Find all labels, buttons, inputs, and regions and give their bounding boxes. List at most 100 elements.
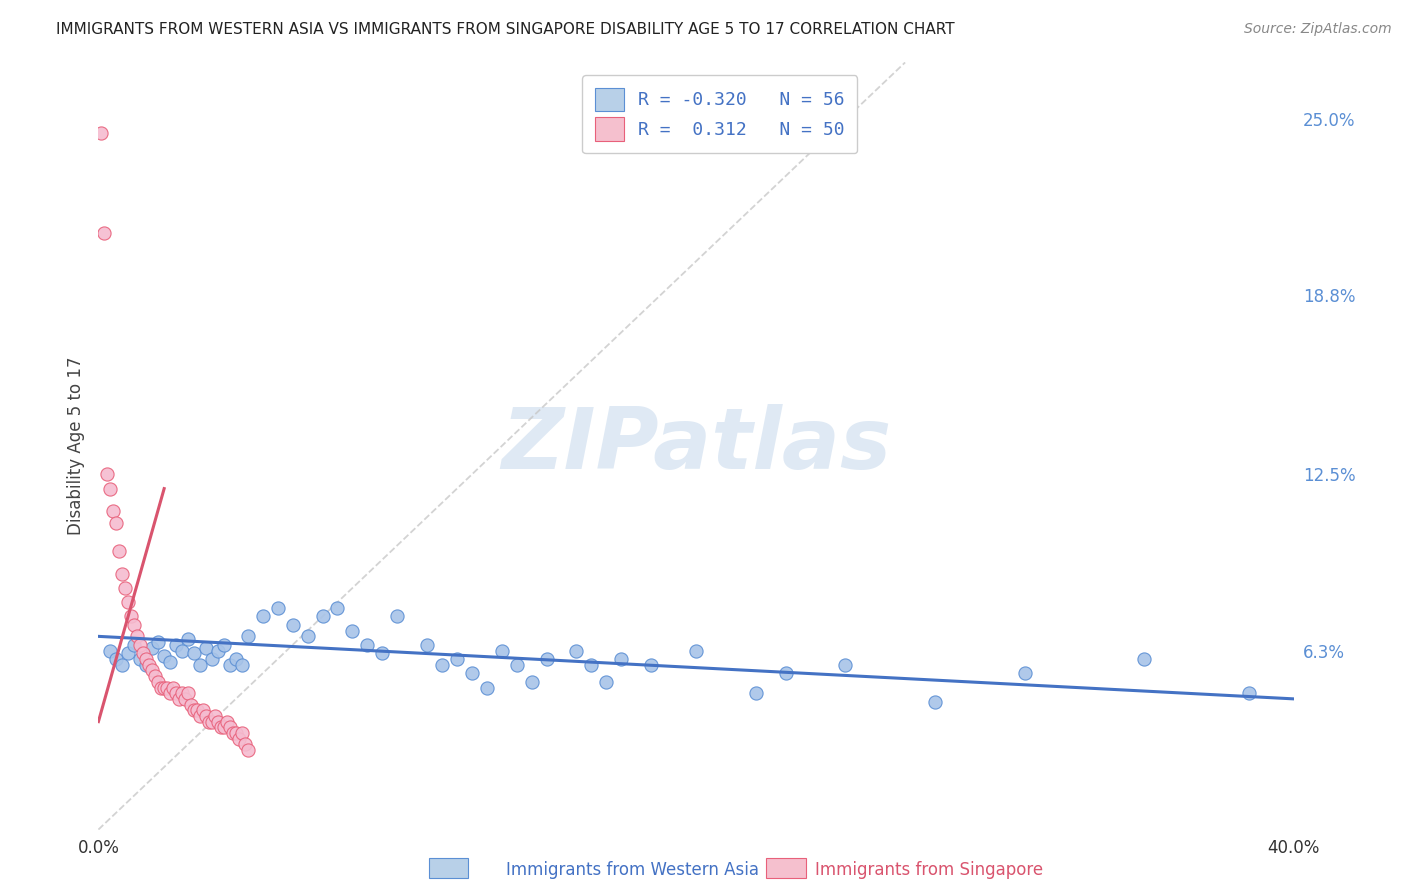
Point [212,638,235,652]
Point [108,544,131,558]
Point [129,652,152,666]
Point [745,686,768,700]
Point [685,643,707,657]
Point [117,595,139,609]
Point [236,743,259,757]
Y-axis label: Disability Age 5 to 17: Disability Age 5 to 17 [66,357,84,535]
Point [281,618,304,632]
Point [148,635,170,649]
Point [153,681,176,695]
Point [114,581,136,595]
Point [204,709,226,723]
Point [124,638,146,652]
Point [105,516,128,530]
Point [536,652,558,666]
Point [172,686,194,700]
Point [267,601,290,615]
Point [141,640,163,655]
Point [120,609,142,624]
Point [924,695,946,709]
Point [167,691,190,706]
Point [138,657,160,672]
Point [207,714,229,729]
Point [159,655,181,669]
Text: ZIPatlas: ZIPatlas [501,404,891,488]
Point [124,618,146,632]
Point [198,714,221,729]
Point [1014,666,1036,681]
Point [186,703,208,717]
Point [356,638,378,652]
Point [195,640,218,655]
Point [150,681,173,695]
Point [201,714,224,729]
Point [105,652,128,666]
Text: IMMIGRANTS FROM WESTERN ASIA VS IMMIGRANTS FROM SINGAPORE DISABILITY AGE 5 TO 17: IMMIGRANTS FROM WESTERN ASIA VS IMMIGRAN… [56,22,955,37]
Point [595,674,617,689]
Point [416,638,439,652]
Point [90,127,112,141]
Point [228,731,250,746]
Point [135,652,157,666]
Point [191,703,214,717]
Point [174,691,197,706]
Point [834,657,856,672]
Point [93,226,115,240]
Point [371,647,394,661]
Point [1237,686,1260,700]
Point [127,629,149,643]
Point [231,726,253,740]
Legend: R = -0.320   N = 56, R =  0.312   N = 50: R = -0.320 N = 56, R = 0.312 N = 50 [582,75,858,153]
Point [446,652,468,666]
Point [215,714,238,729]
Point [188,657,211,672]
Point [233,737,256,751]
Point [129,638,152,652]
Point [225,726,247,740]
Point [177,686,200,700]
Point [148,674,170,689]
Point [135,657,157,672]
Point [222,726,245,740]
Point [581,657,603,672]
Point [177,632,200,647]
Point [219,720,242,734]
Point [475,681,498,695]
Point [111,566,134,581]
Text: Immigrants from Singapore: Immigrants from Singapore [815,861,1043,879]
Point [219,657,242,672]
Point [111,657,134,672]
Point [207,643,229,657]
Point [98,643,122,657]
Point [165,686,187,700]
Point [640,657,662,672]
Point [461,666,484,681]
Point [520,674,543,689]
Point [326,601,349,615]
Point [385,609,409,624]
Point [183,703,205,717]
Point [188,709,211,723]
Point [141,664,163,678]
Text: Immigrants from Western Asia: Immigrants from Western Asia [506,861,759,879]
Point [775,666,797,681]
Point [491,643,513,657]
Point [506,657,529,672]
Point [183,647,205,661]
Point [180,698,202,712]
Point [103,504,125,518]
Point [96,467,118,482]
Point [201,652,224,666]
Point [236,629,259,643]
Point [153,649,176,664]
Point [162,681,184,695]
Point [98,482,122,496]
Point [209,720,232,734]
Point [342,624,364,638]
Point [1133,652,1156,666]
Text: Source: ZipAtlas.com: Source: ZipAtlas.com [1244,22,1392,37]
Point [172,643,194,657]
Point [159,686,181,700]
Point [156,681,179,695]
Point [610,652,633,666]
